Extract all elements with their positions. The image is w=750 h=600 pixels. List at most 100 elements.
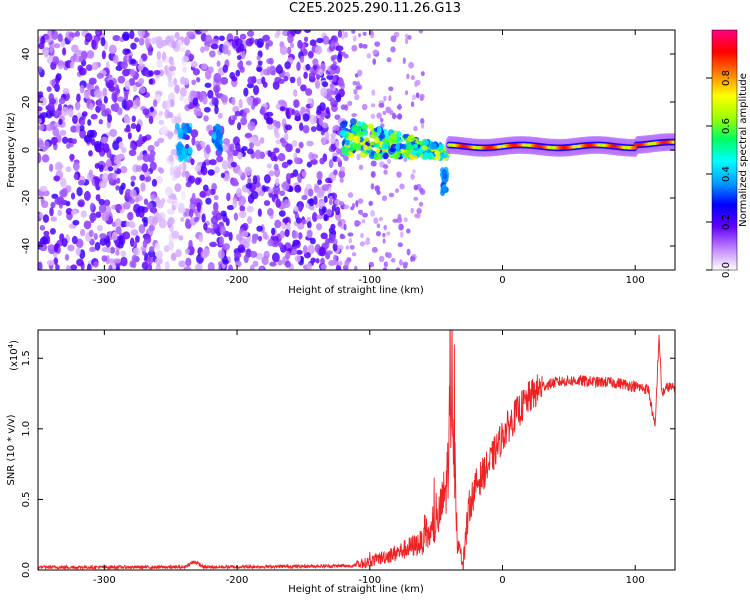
spectrogram-noise-cell [147,250,156,258]
spectrogram-noise-cell [331,204,336,212]
spectrogram-noise-cell [336,147,341,155]
spectrogram-noise-cell [142,239,148,248]
spectrogram-noise-cell [284,229,290,237]
spectrogram-noise-cell [80,210,87,218]
spectrogram-noise-cell [70,44,79,53]
spectrogram-noise-cell [277,99,286,106]
spectrogram-faint-cell [328,195,333,201]
spectrogram-noise-cell [67,244,75,252]
spectrogram-noise-cell [193,216,200,223]
spectrogram-faint-cell [366,53,371,59]
spectrogram-faint-cell [399,183,405,190]
spectrogram-noise-cell [154,257,163,265]
spectrogram-noise-cell [108,44,117,55]
spectrogram-noise-cell [247,30,255,37]
spectrogram-noise-cell [108,264,113,270]
spectrogram-burst-cell [216,140,221,147]
spectrogram-noise-cell [55,75,60,84]
spectrogram-transition-cell [389,133,397,140]
spectrogram-noise-cell [151,206,157,214]
spectrogram-noise-cell [167,80,175,88]
spectrogram-noise-cell [305,63,311,71]
spectrogram-faint-cell [332,126,336,131]
spectrogram-noise-cell [95,145,103,153]
spectrogram-noise-cell [199,191,206,198]
spectrogram-noise-cell [149,106,155,113]
spectrogram-noise-cell [94,89,102,98]
spectrogram-noise-cell [148,224,156,232]
spectrogram-noise-cell [194,164,202,172]
spectrogram-faint-cell [419,93,425,99]
spectrogram-noise-cell [207,89,214,99]
spectrogram-noise-cell [330,63,338,71]
spectrogram-noise-cell [181,190,187,201]
spectrogram-noise-cell [244,132,253,139]
spectrogram-noise-cell [66,143,71,149]
spectrogram-transition-cell [403,149,411,158]
spectrogram-noise-cell [138,37,145,46]
spectrogram-noise-cell [102,142,110,153]
spectrogram-noise-cell [320,232,328,240]
spectrogram-noise-cell [311,212,318,222]
spectrogram-noise-cell [156,59,163,69]
colorbar-gradient [711,29,738,271]
spectrogram-noise-cell [110,104,116,112]
spectrogram-noise-cell [142,153,151,163]
spectrogram-faint-cell [414,80,418,88]
spectrogram-faint-cell [350,206,355,211]
spectrogram-faint-cell [397,103,402,111]
spectrogram-noise-cell [257,60,263,66]
spectrogram-noise-cell [95,30,101,36]
spectrogram-transition-cell [376,126,382,135]
spectrogram-noise-cell [190,61,198,68]
spectrogram-noise-cell [300,84,307,92]
spectrogram-noise-cell [165,186,173,196]
spectrogram-noise-cell [231,181,240,187]
spectrogram-noise-cell [278,78,285,84]
spectrogram-noise-cell [123,201,131,210]
spectrogram-noise-cell [123,115,131,124]
spectrogram-noise-cell [117,75,126,84]
spectrogram-noise-cell [246,96,254,104]
spectrogram-noise-cell [232,115,238,121]
spectrogram-noise-cell [183,36,191,46]
spectrogram-noise-cell [166,99,171,109]
spectrogram-noise-cell [213,194,219,201]
spectrogram-faint-cell [357,33,362,38]
spectrogram-noise-cell [168,154,174,163]
spectrogram-noise-cell [298,141,304,149]
spectrogram-noise-cell [116,96,125,102]
spectrogram-transition-cell [352,141,358,150]
spectrogram-noise-cell [60,106,69,117]
spectrogram-noise-cell [72,161,80,171]
spectrogram-faint-cell [404,90,409,96]
spectrogram-noise-cell [205,34,213,45]
spectrogram-noise-cell [246,148,254,155]
spectrogram-faint-cell [413,184,419,191]
spectrogram-noise-cell [289,76,296,84]
spectrogram-noise-cell [231,97,236,106]
spectrogram-faint-cell [383,95,387,102]
spectrogram-tail-cell [441,169,447,176]
colorbar-label: Normalized spectral amplitude [738,73,749,227]
spectrogram-noise-cell [107,79,115,88]
spectrogram-faint-cell [347,100,353,106]
spectrogram-noise-cell [253,139,262,147]
spectrogram-noise-cell [158,167,165,174]
spectrogram-faint-cell [410,75,415,81]
spectrogram-noise-cell [128,220,135,227]
spectrogram-noise-cell [138,133,143,144]
spectrogram-noise-cell [58,118,63,125]
spectrogram-x-axis: -300 -200 -100 0 100 [93,30,645,286]
spectrogram-noise-cell [74,101,81,111]
spectrogram-noise-cell [157,137,165,143]
spectrogram-noise-cell [312,58,319,66]
spectrogram-transition-cell [361,123,368,131]
spectrogram-transition-cell [375,148,381,154]
spectrogram-noise-cell [48,163,54,172]
spectrogram-noise-cell [154,242,161,251]
spectrogram-noise-cell [214,166,220,174]
spectrogram-noise-cell [99,237,108,246]
x-tick-label: -300 [93,575,116,586]
spectrogram-faint-cell [343,154,349,162]
